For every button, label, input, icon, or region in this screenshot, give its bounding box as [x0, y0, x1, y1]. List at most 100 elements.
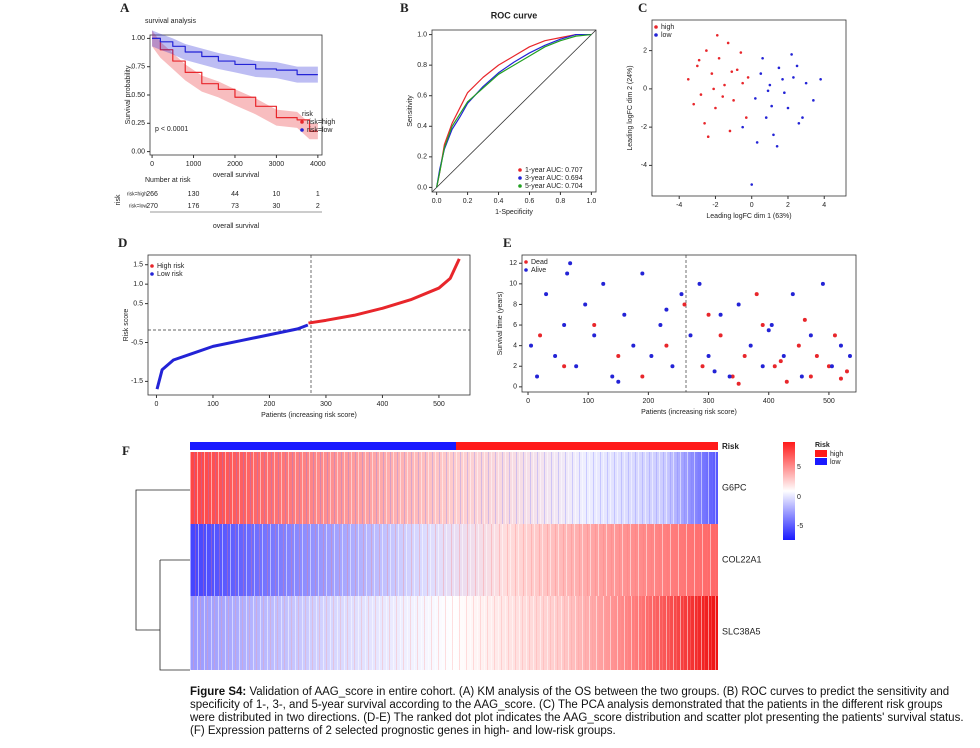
- color-tick: 0: [797, 494, 801, 501]
- point: [610, 374, 615, 379]
- point: [755, 141, 759, 144]
- legend-label: Alive: [531, 267, 546, 274]
- point: [784, 379, 789, 384]
- point: [739, 51, 743, 54]
- legend-swatch: [150, 272, 154, 276]
- point: [790, 292, 795, 297]
- legend-swatch: [150, 264, 154, 268]
- x-tick-label: 0: [750, 202, 754, 209]
- point: [786, 106, 790, 110]
- point: [717, 56, 721, 60]
- legend-label: Dead: [531, 259, 548, 266]
- point: [697, 281, 702, 286]
- x-tick-label: 0: [526, 398, 530, 405]
- point: [750, 183, 754, 186]
- point: [703, 122, 706, 125]
- row-label: COL22A1: [722, 554, 762, 564]
- plot-frame: [431, 29, 597, 193]
- point: [718, 312, 723, 317]
- table-cell: 73: [231, 203, 239, 210]
- x-tick-label: 200: [643, 398, 655, 405]
- legend-swatch: [518, 176, 522, 180]
- point: [658, 323, 663, 328]
- y-tick-label: 0.25: [131, 120, 145, 127]
- point: [819, 78, 822, 81]
- point: [728, 129, 732, 133]
- x-tick-label: 2: [786, 202, 790, 209]
- x-tick-label: 1.0: [586, 198, 596, 205]
- point: [649, 353, 654, 358]
- x-axis-label: Patients (increasing risk score): [641, 409, 737, 416]
- point: [741, 81, 744, 85]
- point: [736, 302, 741, 307]
- point: [790, 53, 793, 56]
- point: [700, 364, 705, 369]
- point: [804, 81, 808, 85]
- y-tick-label: 0: [643, 86, 647, 93]
- panel-letter: A: [120, 0, 130, 15]
- table-cell: 130: [188, 191, 200, 198]
- point: [715, 34, 719, 37]
- point: [699, 93, 703, 96]
- point: [826, 364, 831, 369]
- point: [795, 64, 799, 68]
- table-cell: 266: [146, 191, 158, 198]
- legend-label: low: [661, 32, 672, 39]
- point: [601, 281, 606, 286]
- series-line: [308, 258, 461, 325]
- point: [759, 72, 763, 75]
- point: [568, 261, 573, 266]
- x-tick-label: 4000: [310, 161, 326, 168]
- y-tick-label: 6: [513, 322, 517, 329]
- color-bar: [783, 442, 795, 540]
- table-cell: 176: [188, 203, 200, 210]
- point: [706, 353, 711, 358]
- color-tick: -5: [797, 523, 803, 530]
- point: [736, 381, 741, 386]
- point: [754, 97, 757, 100]
- point: [820, 281, 825, 286]
- y-tick-label: -0.5: [131, 339, 143, 346]
- x-tick-label: 500: [823, 398, 835, 405]
- point: [838, 343, 843, 348]
- x-tick-label: 3000: [269, 161, 285, 168]
- y-tick-label: 12: [509, 260, 517, 267]
- point: [781, 78, 784, 81]
- point: [718, 333, 723, 338]
- y-tick-label: 2: [643, 47, 647, 54]
- point: [622, 312, 627, 317]
- point: [777, 66, 781, 70]
- point: [706, 312, 711, 317]
- plot-frame: [521, 254, 857, 393]
- x-axis-label: Patients (increasing risk score): [261, 412, 357, 419]
- point: [679, 292, 684, 297]
- heatmap-row: [190, 596, 718, 670]
- legend-swatch: [815, 458, 827, 465]
- point: [535, 374, 540, 379]
- point: [735, 68, 739, 72]
- diagonal: [431, 29, 597, 193]
- point: [723, 83, 726, 87]
- point: [544, 292, 549, 297]
- point: [754, 292, 759, 297]
- y-tick-label: 1.0: [417, 31, 427, 38]
- point: [844, 369, 849, 374]
- x-tick-label: 0.8: [556, 198, 566, 205]
- panel-letter: C: [638, 0, 647, 15]
- legend-title: Risk: [815, 442, 830, 449]
- point: [640, 271, 645, 276]
- y-tick-label: 4: [513, 342, 517, 349]
- x-tick-label: 0.4: [494, 198, 504, 205]
- x-tick-label: 0.0: [432, 198, 442, 205]
- legend-label: risk=high: [307, 119, 335, 126]
- x-tick-label: 0: [155, 401, 159, 408]
- point: [696, 64, 699, 68]
- y-tick-label: -4: [641, 162, 647, 169]
- x-axis-label: overall survival: [213, 172, 260, 179]
- series-line: [152, 37, 318, 76]
- legend-swatch: [654, 33, 658, 37]
- y-tick-label: 0.6: [417, 93, 427, 100]
- point: [812, 99, 815, 102]
- series-line: [152, 37, 318, 132]
- point: [766, 328, 771, 333]
